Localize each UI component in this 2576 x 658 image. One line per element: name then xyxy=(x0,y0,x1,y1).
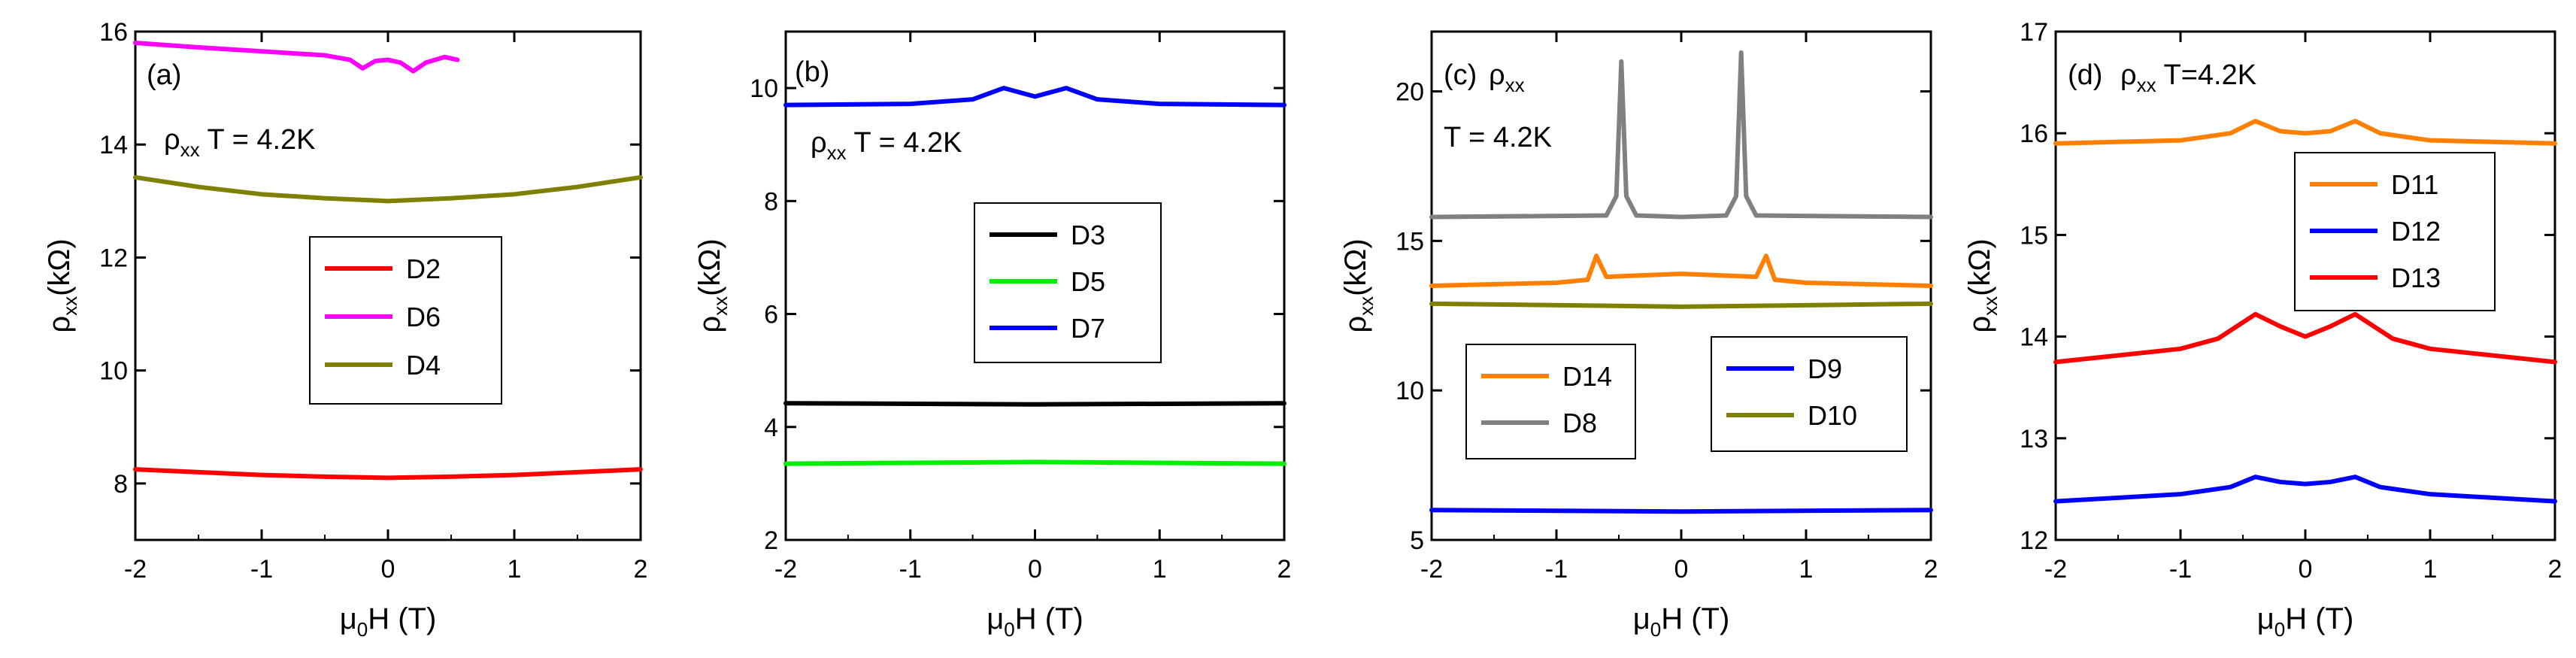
x-tick-label: -1 xyxy=(2169,555,2192,584)
y-tick-label: 13 xyxy=(2020,425,2048,453)
y-tick-label: 15 xyxy=(1396,227,1424,256)
x-axis-title: μ0H (T) xyxy=(986,602,1083,641)
y-tick-label: 16 xyxy=(99,18,128,47)
x-tick-label: 0 xyxy=(2299,555,2313,584)
y-tick-label: 12 xyxy=(99,244,128,272)
series-d4 xyxy=(133,174,643,204)
temperature-annotation-c: T = 4.2K xyxy=(1444,122,1552,153)
series-d10 xyxy=(1429,301,1933,309)
x-tick-label: 2 xyxy=(2548,555,2562,584)
y-tick-label: 17 xyxy=(2020,18,2048,47)
temperature-annotation: ρxx T = 4.2K xyxy=(811,127,962,164)
series-d5 xyxy=(783,459,1286,466)
y-tick-label: 2 xyxy=(764,526,778,555)
panel-label-b: (b) xyxy=(795,56,829,88)
x-tick-label: 2 xyxy=(1277,555,1292,584)
y-tick-label: 15 xyxy=(2020,221,2048,250)
legend-label-d8: D8 xyxy=(1562,408,1597,438)
panel-label-a: (a) xyxy=(147,59,181,91)
y-tick-label: 8 xyxy=(114,470,128,499)
legend-label-d10: D10 xyxy=(1808,400,1857,431)
x-tick-label: 0 xyxy=(1674,555,1689,584)
x-tick-label: -2 xyxy=(1420,555,1443,584)
x-tick-label: -2 xyxy=(2044,555,2067,584)
x-tick-label: 0 xyxy=(381,555,395,584)
x-axis-title: μ0H (T) xyxy=(1633,602,1730,641)
x-tick-label: -1 xyxy=(250,555,273,584)
y-axis-title: ρxx(kΩ) xyxy=(1963,238,2002,332)
y-tick-label: 5 xyxy=(1410,526,1424,555)
panel-label-d: (d) xyxy=(2068,59,2102,91)
y-axis-title: ρxx(kΩ) xyxy=(43,238,81,332)
y-axis-title: ρxx(kΩ) xyxy=(693,238,732,332)
series-d7 xyxy=(783,86,1286,108)
series-d8 xyxy=(1429,50,1933,220)
x-axis-title: μ0H (T) xyxy=(2257,602,2354,641)
y-tick-label: 14 xyxy=(2020,323,2048,352)
x-tick-label: -2 xyxy=(124,555,147,584)
panel-label-c: (c) xyxy=(1444,59,1477,91)
legend-label-d4: D4 xyxy=(406,350,441,381)
y-tick-label: 20 xyxy=(1396,78,1424,107)
legend-box xyxy=(309,236,502,405)
legend-box xyxy=(1711,336,1908,452)
series-d12 xyxy=(2053,475,2557,504)
series-d13 xyxy=(2053,311,2557,365)
legend-label-d9: D9 xyxy=(1808,353,1842,384)
rho-annotation: ρxx xyxy=(1489,59,1525,96)
x-tick-label: -1 xyxy=(899,555,922,584)
temperature-annotation: ρxx T=4.2K xyxy=(2120,59,2256,96)
legend-label-d5: D5 xyxy=(1071,266,1105,297)
legend-label-d14: D14 xyxy=(1562,361,1612,392)
series-d9 xyxy=(1429,508,1933,514)
temperature-annotation: ρxx T = 4.2K xyxy=(164,124,316,161)
x-tick-label: 1 xyxy=(2423,555,2438,584)
x-tick-label: 2 xyxy=(1924,555,1938,584)
series-d2 xyxy=(133,467,643,481)
x-tick-label: -1 xyxy=(1545,555,1568,584)
y-tick-label: 10 xyxy=(750,74,778,103)
y-tick-label: 12 xyxy=(2020,526,2048,555)
x-axis-title: μ0H (T) xyxy=(340,602,437,641)
legend-label-d7: D7 xyxy=(1071,313,1105,344)
legend-box xyxy=(1465,344,1636,459)
legend-label-d13: D13 xyxy=(2391,262,2441,293)
y-tick-label: 16 xyxy=(2020,120,2048,148)
y-tick-label: 10 xyxy=(99,357,128,386)
series-d14 xyxy=(1429,253,1933,288)
x-tick-label: -2 xyxy=(774,555,797,584)
y-tick-label: 10 xyxy=(1396,377,1424,405)
series-d3 xyxy=(783,401,1286,407)
x-tick-label: 1 xyxy=(1153,555,1167,584)
series-d11 xyxy=(2053,118,2557,146)
x-tick-label: 1 xyxy=(508,555,522,584)
legend-label-d6: D6 xyxy=(406,302,441,332)
legend-label-d12: D12 xyxy=(2391,216,2441,247)
legend-label-d2: D2 xyxy=(406,253,441,284)
y-axis-title: ρxx(kΩ) xyxy=(1339,238,1377,332)
series-d6 xyxy=(133,41,460,74)
y-tick-label: 8 xyxy=(764,187,778,216)
y-tick-label: 6 xyxy=(764,301,778,329)
panel-c: (c) T = 4.2K -2 -1 0 1 2 5 10 15 20 μ0H (T) ρxx(kΩ… xyxy=(1339,30,1938,641)
y-tick-label: 14 xyxy=(99,131,128,159)
x-tick-label: 2 xyxy=(634,555,648,584)
legend-label-d3: D3 xyxy=(1071,220,1105,250)
x-tick-label: 1 xyxy=(1799,555,1814,584)
y-tick-label: 4 xyxy=(764,414,778,442)
legend-label-d11: D11 xyxy=(2391,169,2438,200)
panel-b: (b) -2 -1 0 1 2 2 4 6 8 10 μ0H (T) ρxx(kΩ) ρxx T = 4… xyxy=(693,30,1292,641)
x-tick-label: 0 xyxy=(1028,555,1042,584)
